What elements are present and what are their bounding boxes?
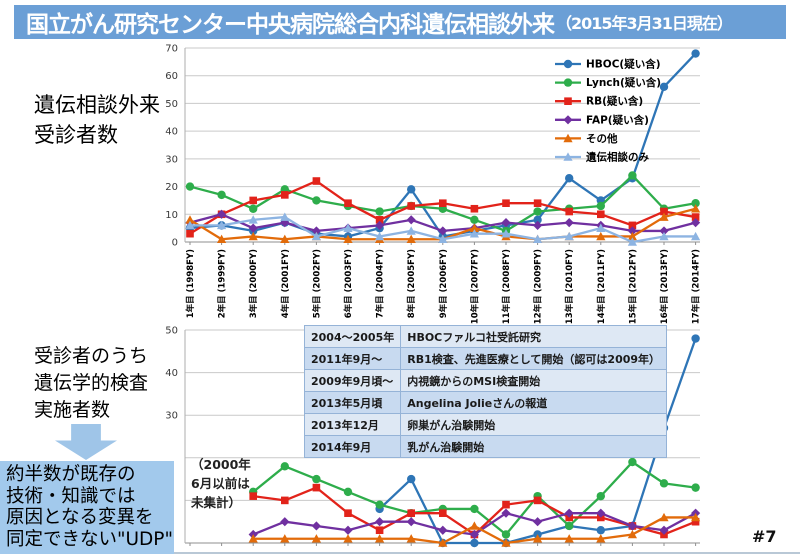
svg-text:50: 50 <box>165 99 178 110</box>
svg-text:70: 70 <box>165 44 178 55</box>
svg-text:6年目 (2003FY): 6年目 (2003FY) <box>343 249 354 318</box>
uncollected-note-line2: 6月以前は <box>191 475 250 491</box>
svg-text:5年目 (2002FY): 5年目 (2002FY) <box>311 249 322 318</box>
svg-text:50: 50 <box>165 326 178 337</box>
top-chart-label: 遺伝相談外来 受診者数 <box>34 90 160 151</box>
svg-text:8年目 (2005FY): 8年目 (2005FY) <box>406 249 417 318</box>
svg-text:FAP(疑い含): FAP(疑い含) <box>586 113 649 126</box>
slide-title: 国立がん研究センター中央病院総合内科遺伝相談外来 <box>26 12 555 38</box>
svg-text:40: 40 <box>165 368 178 379</box>
svg-text:12年目 (2009FY): 12年目 (2009FY) <box>533 249 544 324</box>
svg-text:7年目 (2004FY): 7年目 (2004FY) <box>375 249 386 318</box>
udp-box-line1: 約半数が既存の <box>6 464 136 485</box>
svg-text:30: 30 <box>165 154 178 165</box>
svg-text:遺伝相談のみ: 遺伝相談のみ <box>585 151 649 164</box>
event-desc-cell: RB1検査、先進医療として開始（認可は2009年） <box>400 347 668 370</box>
event-desc-cell: 卵巣がん治験開始 <box>400 413 668 436</box>
event-date-cell: 2014年9月 <box>303 435 402 458</box>
udp-box-line2: 技術・知識では <box>6 485 136 507</box>
slide-title-date: （2015年3月31日現在） <box>556 14 733 33</box>
svg-text:その他: その他 <box>586 132 618 145</box>
svg-text:40: 40 <box>165 127 178 138</box>
event-date-cell: 2009年9月頃～ <box>303 369 402 392</box>
svg-text:2年目 (1999FY): 2年目 (1999FY) <box>217 249 228 318</box>
event-desc-cell: Angelina Jolieさんの報道 <box>400 391 668 414</box>
svg-text:9年目 (2006FY): 9年目 (2006FY) <box>438 249 449 318</box>
table-row: 2011年9月～ RB1検査、先進医療として開始（認可は2009年） <box>303 347 668 370</box>
svg-text:10年目 (2007FY): 10年目 (2007FY) <box>469 249 480 324</box>
svg-text:3年目 (2000FY): 3年目 (2000FY) <box>248 249 259 318</box>
table-row: 2004～2005年 HBOCファルコ社受託研究 <box>303 325 668 348</box>
bottom-chart-label-line1: 受診者のうち <box>34 345 149 367</box>
genetic-testing-chart: 30 40 50 <box>165 326 701 548</box>
svg-text:17年目 (2014FY): 17年目 (2014FY) <box>691 249 702 324</box>
svg-text:0: 0 <box>172 238 178 249</box>
events-table: 2004～2005年 HBOCファルコ社受託研究 2011年9月～ RB1検査、先進医… <box>303 325 668 458</box>
event-desc-cell: 乳がん治験開始 <box>400 435 668 458</box>
top-chart-label-line1: 遺伝相談外来 <box>34 93 160 117</box>
bottom-chart-label: 受診者のうち 遺伝学的検査 実施者数 <box>34 343 148 424</box>
event-date-cell: 2013年5月頃 <box>303 391 402 414</box>
uncollected-note: （2000年 6月以前は 未集計） <box>191 456 251 512</box>
table-row: 2014年9月 乳がん治験開始 <box>303 435 668 458</box>
event-date-cell: 2004～2005年 <box>303 325 402 348</box>
event-desc-cell: HBOCファルコ社受託研究 <box>400 325 668 348</box>
svg-text:Lynch(疑い含): Lynch(疑い含) <box>586 76 661 89</box>
uncollected-note-line3: 未集計） <box>191 494 242 510</box>
event-date-cell: 2011年9月～ <box>303 347 402 370</box>
svg-text:1年目 (1998FY): 1年目 (1998FY) <box>185 249 196 318</box>
bottom-chart-label-line3: 実施者数 <box>34 398 111 421</box>
event-desc-cell: 内視鏡からのMSI検査開始 <box>400 369 668 392</box>
page-number: #7 <box>752 527 777 546</box>
svg-text:60: 60 <box>165 71 178 82</box>
svg-text:16年目 (2013FY): 16年目 (2013FY) <box>659 249 670 324</box>
udp-box-line4: 同定できない"UDP" <box>6 528 173 550</box>
table-row: 2013年5月頃 Angelina Jolieさんの報道 <box>303 391 668 414</box>
top-chart-label-line2: 受診者数 <box>34 123 118 148</box>
svg-text:10: 10 <box>165 210 178 221</box>
table-row: 2013年12月 卵巣がん治験開始 <box>303 413 668 436</box>
bottom-chart-label-line2: 遺伝学的検査 <box>34 371 149 394</box>
svg-text:14年目 (2011FY): 14年目 (2011FY) <box>596 249 607 324</box>
table-row: 2009年9月頃～ 内視鏡からのMSI検査開始 <box>303 369 668 392</box>
udp-callout-box: 約半数が既存の 技術・知識では 原因となる変異を 同定できない"UDP" <box>0 461 174 554</box>
down-arrow-icon <box>55 424 117 460</box>
uncollected-note-line1: （2000年 <box>191 457 251 472</box>
event-date-cell: 2013年12月 <box>303 413 402 436</box>
svg-text:HBOC(疑い含): HBOC(疑い含) <box>586 58 661 71</box>
svg-text:RB(疑い含): RB(疑い含) <box>586 95 643 108</box>
title-bar: 国立がん研究センター中央病院総合内科遺伝相談外来 （2015年3月31日現在） <box>14 5 786 39</box>
udp-box-line3: 原因となる変異を <box>6 507 154 529</box>
svg-text:13年目 (2010FY): 13年目 (2010FY) <box>564 249 575 324</box>
consultation-visitors-chart: 0 10 20 30 40 50 60 70 1年目 (1998FY) 2年目 (1999FY) 3… <box>165 44 702 325</box>
svg-text:30: 30 <box>165 411 178 422</box>
svg-text:4年目 (2001FY): 4年目 (2001FY) <box>280 249 291 318</box>
svg-text:20: 20 <box>165 182 178 193</box>
svg-text:15年目 (2012FY): 15年目 (2012FY) <box>627 249 638 324</box>
svg-text:11年目 (2008FY): 11年目 (2008FY) <box>501 249 512 324</box>
